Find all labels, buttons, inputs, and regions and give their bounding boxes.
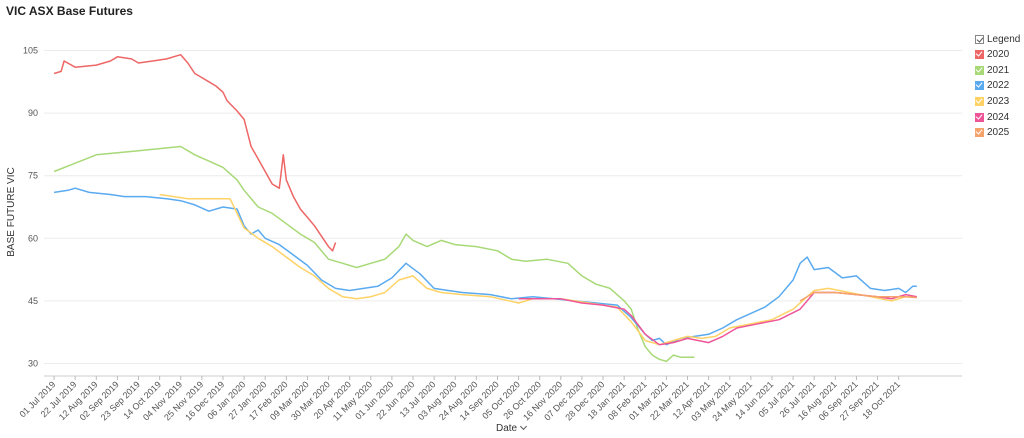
series-line-2022: [53, 187, 917, 346]
checkbox-icon: [975, 81, 984, 91]
legend-item-2020[interactable]: 2020: [975, 47, 1020, 63]
y-tick-label: 75: [28, 171, 38, 181]
y-tick-label: 60: [28, 233, 38, 243]
y-tick-label: 90: [28, 108, 38, 118]
legend-label: 2025: [987, 127, 1010, 139]
series-line-2024: [518, 291, 917, 346]
checkbox-icon: [975, 35, 984, 44]
legend-item-2024[interactable]: 2024: [975, 109, 1020, 125]
y-tick-label: 105: [23, 46, 38, 56]
series-lines: [53, 53, 917, 363]
legend-title: Legend: [987, 34, 1021, 45]
legend-item-2023[interactable]: 2023: [975, 94, 1020, 110]
legend-item-2025[interactable]: 2025: [975, 125, 1020, 141]
y-axis-label: BASE FUTURE VIC: [6, 167, 17, 256]
legend-label: 2022: [987, 80, 1010, 92]
legend: Legend 2020 2021 2022 2023 2024 2025: [975, 32, 1020, 141]
chart-title: VIC ASX Base Futures: [6, 4, 133, 18]
y-tick-label: 30: [28, 358, 38, 368]
chevron-down-icon: [520, 422, 528, 431]
legend-toggle[interactable]: Legend: [975, 32, 1020, 47]
checkbox-icon: [975, 65, 984, 75]
legend-label: 2024: [987, 111, 1010, 123]
series-line-2025: [799, 291, 917, 302]
series-line-2021: [53, 145, 695, 363]
grid-lines: [44, 50, 962, 377]
y-axis: 30 45 60 75 90 105: [23, 46, 38, 369]
legend-label: 2023: [987, 96, 1010, 108]
series-line-2023: [159, 193, 917, 346]
checkbox-icon: [975, 50, 984, 60]
x-axis-label: Date: [496, 423, 518, 434]
x-axis-label-dropdown[interactable]: Date: [496, 422, 528, 434]
legend-item-2021[interactable]: 2021: [975, 63, 1020, 79]
legend-label: 2020: [987, 49, 1010, 61]
y-tick-label: 45: [28, 296, 38, 306]
checkbox-icon: [975, 128, 984, 138]
legend-item-2022[interactable]: 2022: [975, 78, 1020, 94]
series-line-2020: [53, 53, 337, 252]
checkbox-icon: [975, 97, 984, 107]
legend-label: 2021: [987, 64, 1010, 76]
checkbox-icon: [975, 112, 984, 122]
